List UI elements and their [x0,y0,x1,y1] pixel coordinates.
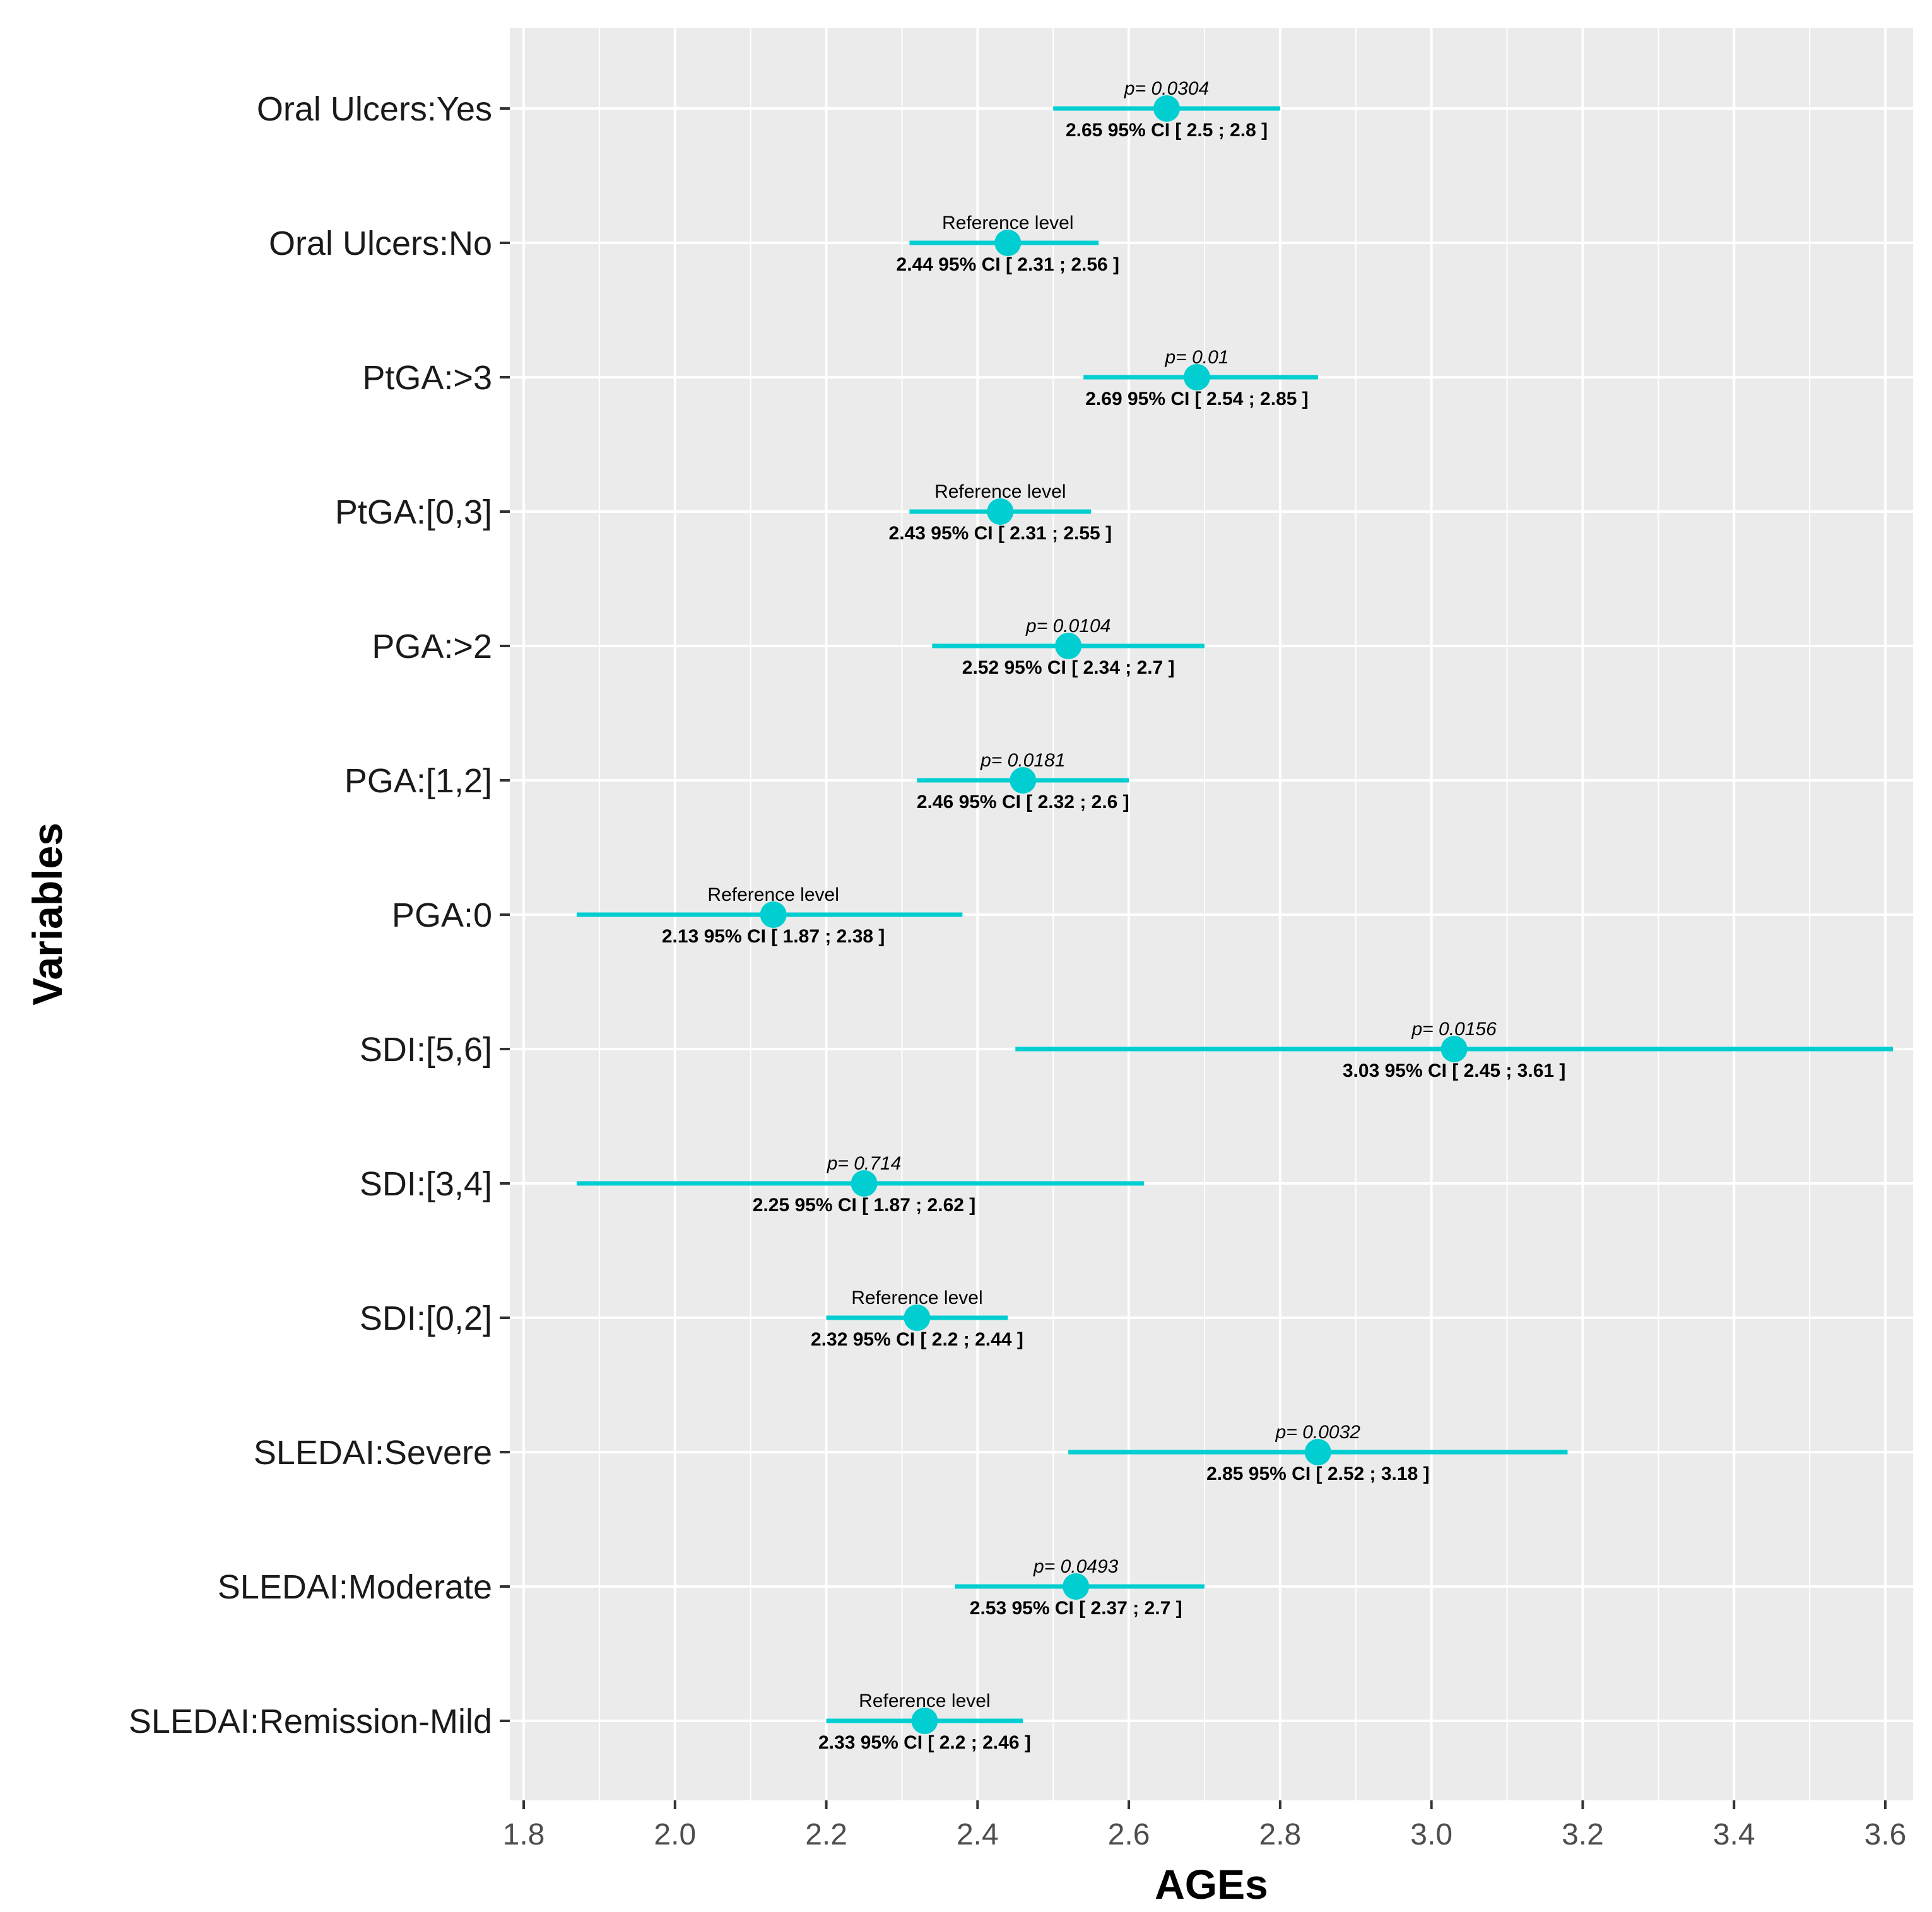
ci-label: 2.25 95% CI [ 1.87 ; 2.62 ] [753,1195,976,1216]
p-value-label: p= 0.0104 [1025,616,1110,636]
y-axis: Oral Ulcers:Yes Oral Ulcers:No PtGA:>3 PtGA… [129,90,510,1740]
ci-label: 2.43 95% CI [ 2.31 ; 2.55 ] [889,523,1112,544]
ci-label: 2.32 95% CI [ 2.2 ; 2.44 ] [811,1329,1023,1350]
row-estimate: Reference level 2.33 95% CI [ 2.2 ; 2.46 … [818,1691,1031,1753]
row-estimate: Reference level 2.32 95% CI [ 2.2 ; 2.44 … [811,1287,1023,1350]
row-estimate: Reference level 2.44 95% CI [ 2.31 ; 2.56… [897,213,1120,275]
estimate-point [1440,1036,1468,1062]
ci-label: 2.33 95% CI [ 2.2 ; 2.46 ] [818,1732,1031,1753]
row-estimate: Reference level 2.43 95% CI [ 2.31 ; 2.55… [889,481,1112,544]
y-tick-label: SDI:[3,4] [360,1165,492,1203]
x-tick-label: 1.8 [503,1818,545,1851]
row-estimate: p= 0.0156 3.03 95% CI [ 2.45 ; 3.61 ] [1015,1019,1893,1081]
ci-label: 2.52 95% CI [ 2.34 ; 2.7 ] [962,657,1175,678]
row-estimate: p= 0.01 2.69 95% CI [ 2.54 ; 2.85 ] [1083,347,1318,409]
p-value-label: p= 0.0156 [1411,1019,1497,1040]
y-tick-label: PGA:0 [392,896,492,934]
x-tick-label: 3.4 [1713,1818,1755,1851]
x-tick-label: 2.0 [654,1818,696,1851]
x-axis-title: AGEs [1155,1861,1268,1908]
estimate-point [851,1170,878,1197]
y-tick-label: PGA:>2 [372,628,492,666]
y-tick-label: SLEDAI:Moderate [218,1568,492,1606]
ci-label: 2.85 95% CI [ 2.52 ; 3.18 ] [1206,1463,1430,1484]
row-estimate: p= 0.714 2.25 95% CI [ 1.87 ; 2.62 ] [576,1153,1145,1216]
y-tick-label: PGA:[1,2] [345,762,492,800]
estimate-point [994,230,1022,256]
y-axis-title: Variables [24,823,71,1006]
x-tick-label: 2.6 [1108,1818,1150,1851]
estimate-point [760,901,787,928]
y-tick-label: PtGA:[0,3] [335,493,492,531]
ci-label: 2.13 95% CI [ 1.87 ; 2.38 ] [662,926,885,947]
p-value-label: p= 0.0304 [1124,78,1209,99]
p-value-label: p= 0.0181 [980,750,1065,771]
y-tick-label: SLEDAI:Severe [254,1434,492,1472]
reference-level-label: Reference level [859,1691,990,1711]
x-tick-label: 2.8 [1259,1818,1302,1851]
estimate-point [1304,1439,1331,1465]
reference-level-label: Reference level [707,884,839,905]
estimate-point [1153,95,1181,122]
ci-label: 2.65 95% CI [ 2.5 ; 2.8 ] [1066,120,1268,141]
estimate-point [1063,1573,1090,1600]
y-tick-label: Oral Ulcers:Yes [257,90,492,128]
estimate-point [1055,633,1082,659]
p-value-label: p= 0.01 [1165,347,1229,368]
row-estimate: p= 0.0181 2.46 95% CI [ 2.32 ; 2.6 ] [917,750,1129,812]
reference-level-label: Reference level [851,1287,982,1308]
y-tick-label: SLEDAI:Remission-Mild [129,1703,492,1740]
estimate-series: p= 0.0304 2.65 95% CI [ 2.5 ; 2.8 ] Refere… [576,78,1893,1753]
p-value-label: p= 0.0493 [1033,1556,1119,1577]
x-tick-label: 3.6 [1864,1818,1907,1851]
estimate-point [987,498,1014,525]
ci-label: 2.53 95% CI [ 2.37 ; 2.7 ] [970,1598,1182,1619]
x-tick-label: 2.2 [805,1818,847,1851]
y-tick-label: SDI:[0,2] [360,1299,492,1337]
p-value-label: p= 0.0032 [1275,1422,1361,1443]
estimate-point [904,1305,931,1331]
row-estimate: p= 0.0304 2.65 95% CI [ 2.5 ; 2.8 ] [1053,78,1280,141]
ci-label: 2.69 95% CI [ 2.54 ; 2.85 ] [1085,389,1309,409]
y-tick-label: Oral Ulcers:No [269,225,492,262]
estimate-point [1184,364,1211,390]
estimate-point [1010,767,1037,794]
row-estimate: p= 0.0032 2.85 95% CI [ 2.52 ; 3.18 ] [1068,1422,1568,1484]
ci-label: 2.46 95% CI [ 2.32 ; 2.6 ] [917,792,1129,812]
y-tick-label: PtGA:>3 [362,359,492,397]
y-tick-label: SDI:[5,6] [360,1031,492,1069]
x-tick-label: 3.2 [1562,1818,1604,1851]
ci-label: 3.03 95% CI [ 2.45 ; 3.61 ] [1343,1060,1566,1081]
estimate-point [911,1708,938,1734]
reference-level-label: Reference level [942,213,1073,233]
x-axis: 1.8 2.0 2.2 2.4 2.6 2.8 3.0 3.2 3.4 3.6 [503,1800,1907,1851]
ci-label: 2.44 95% CI [ 2.31 ; 2.56 ] [897,254,1120,275]
x-tick-label: 3.0 [1410,1818,1452,1851]
row-estimate: Reference level 2.13 95% CI [ 1.87 ; 2.38… [576,884,963,947]
reference-level-label: Reference level [934,481,1066,502]
x-tick-label: 2.4 [957,1818,999,1851]
row-estimate: p= 0.0104 2.52 95% CI [ 2.34 ; 2.7 ] [932,616,1205,678]
p-value-label: p= 0.714 [827,1153,902,1174]
row-estimate: p= 0.0493 2.53 95% CI [ 2.37 ; 2.7 ] [955,1556,1205,1619]
